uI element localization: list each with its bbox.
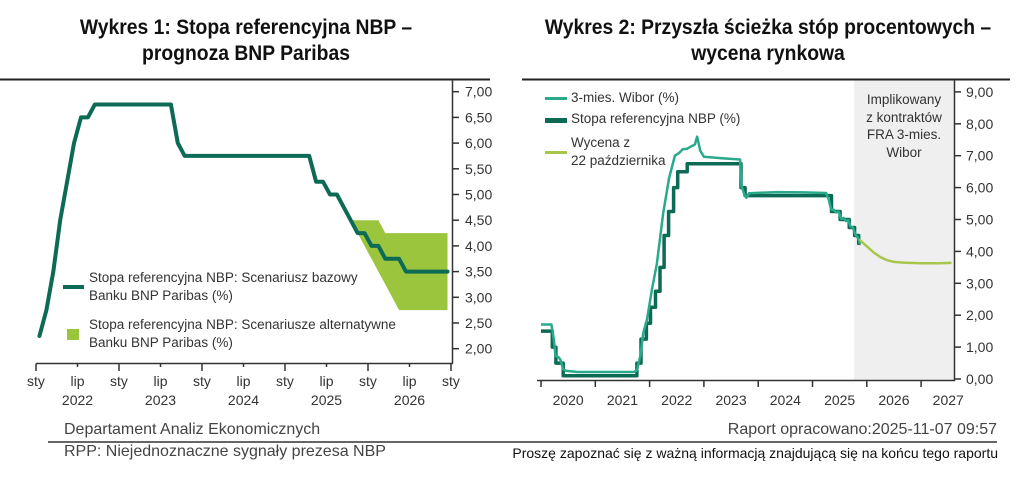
- chart1-year-label: 2024: [228, 392, 259, 408]
- chart2-year-label: 2022: [661, 392, 692, 408]
- chart1-x-tick-label: lip: [70, 373, 84, 389]
- chart2-year-label: 2020: [553, 392, 584, 408]
- chart1-year-label: 2025: [311, 392, 342, 408]
- chart2-y-tick-label: 1,00: [966, 339, 993, 355]
- chart1-title-line2: prognoza BNP Paribas: [142, 42, 350, 65]
- chart2-legend-item-wibor: 3-mies. Wibor (%): [571, 89, 679, 107]
- annotation-line: z kontraktów: [866, 109, 942, 125]
- chart1-base-scenario-line: [37, 102, 450, 338]
- chart2-y-tick-label: 0,00: [966, 371, 993, 387]
- legend-label: Wycena z: [571, 135, 631, 150]
- legend-label: 3-mies. Wibor (%): [571, 90, 680, 105]
- chart1-year-label: 2022: [62, 392, 93, 408]
- chart1-y-tick-label: 4,00: [465, 238, 492, 254]
- legend-line-icon: [545, 118, 567, 123]
- footer-divider: [48, 441, 997, 443]
- chart1-x-tick-label: lip: [236, 373, 250, 389]
- chart1-y-tick-label: 3,00: [465, 289, 492, 305]
- chart1-y-tick-label: 6,00: [465, 135, 492, 151]
- chart2-title-line2: wycena rynkowa: [691, 42, 845, 65]
- chart2-y-tick-label: 2,00: [966, 307, 993, 323]
- chart1-alternative-scenarios-band: [350, 220, 448, 311]
- chart1-x-tick-label: sty: [276, 373, 294, 389]
- chart2-y-tick-label: 6,00: [966, 180, 993, 196]
- chart1-x-tick-label: sty: [27, 373, 45, 389]
- chart2-year-label: 2027: [933, 392, 964, 408]
- chart2-wibor-line: [541, 135, 862, 374]
- chart1-y-tick-label: 4,50: [465, 212, 492, 228]
- chart2-year-label: 2023: [715, 392, 746, 408]
- chart1-y-tick-label: 2,50: [465, 315, 492, 331]
- chart2-title-line1: Wykres 2: Przyszła ścieżka stóp procento…: [544, 16, 992, 39]
- chart2-y-tick-label: 9,00: [966, 84, 993, 100]
- chart2-forecast-shade: [854, 80, 954, 380]
- chart1-y-tick-label: 2,00: [465, 341, 492, 357]
- legend-line-icon: [63, 285, 84, 289]
- chart2-ref-rate-line: [541, 161, 861, 378]
- legend-line-icon: [545, 96, 567, 100]
- footer-report-title: RPP: Niejednoznaczne sygnały prezesa NBP: [64, 443, 386, 460]
- chart2-y-tick-label: 3,00: [966, 275, 993, 291]
- legend-label: Banku BNP Paribas (%): [89, 288, 233, 303]
- forecast-region-label: Implikowany z kontraktów FRA 3-mies. Wib…: [854, 91, 954, 161]
- chart1-y-tick-label: 7,00: [465, 84, 492, 100]
- chart2-legend-item-ref-rate: Stopa referencyjna NBP (%): [571, 110, 740, 128]
- chart1-y-tick-label: 5,00: [465, 187, 492, 203]
- annotation-line: Wibor: [886, 144, 922, 160]
- chart2-y-tick-label: 5,00: [966, 212, 993, 228]
- chart2-legend-item-pricing: Wycena z 22 października: [571, 134, 666, 170]
- chart1-title-line1: Wykres 1: Stopa referencyjna NBP –: [79, 16, 413, 39]
- chart1-x-tick-label: lip: [319, 373, 333, 389]
- legend-line-icon: [545, 150, 567, 154]
- footer-report-date: Raport opracowano:2025-11-07 09:57: [727, 421, 997, 438]
- footer-disclaimer: Proszę zapoznać się z ważną informacją z…: [512, 445, 998, 461]
- chart1-year-label: 2023: [145, 392, 176, 408]
- chart1-x-tick-label: sty: [110, 373, 128, 389]
- chart2-year-label: 2025: [824, 392, 855, 408]
- chart1-legend-item-base: Stopa referencyjna NBP: Scenariusz bazow…: [89, 269, 358, 305]
- chart1-year-label: 2026: [394, 392, 425, 408]
- annotation-line: Implikowany: [866, 92, 942, 107]
- legend-square-icon: [67, 329, 79, 340]
- chart1-y-tick-label: 3,50: [465, 264, 492, 280]
- chart1-x-tick-label: sty: [193, 373, 211, 389]
- chart1-x-tick-label: sty: [359, 373, 377, 389]
- chart2-year-label: 2026: [878, 392, 909, 408]
- chart1-y-tick-label: 6,50: [465, 109, 492, 125]
- annotation-line: FRA 3-mies.: [866, 127, 942, 142]
- chart2-y-tick-label: 8,00: [966, 116, 993, 132]
- legend-label: Stopa referencyjna NBP (%): [571, 111, 741, 126]
- chart2-y-tick-label: 7,00: [966, 148, 993, 164]
- legend-label: Stopa referencyjna NBP: Scenariusz bazow…: [89, 270, 358, 285]
- chart1-title: Wykres 1: Stopa referencyjna NBP – progn…: [46, 15, 446, 67]
- legend-label: Stopa referencyjna NBP: Scenariusze alte…: [89, 317, 396, 332]
- chart2-market-pricing-line: [858, 238, 952, 265]
- chart1-y-tick-label: 5,50: [465, 161, 492, 177]
- chart1-x-tick-label: lip: [402, 373, 416, 389]
- chart2-y-tick-label: 4,00: [966, 243, 993, 259]
- chart2-year-label: 2024: [770, 392, 801, 408]
- footer-department: Departament Analiz Ekonomicznych: [64, 421, 321, 438]
- chart2-year-label: 2021: [607, 392, 638, 408]
- chart1-x-tick-label: lip: [153, 373, 167, 389]
- chart1-x-tick-label: sty: [442, 373, 460, 389]
- chart1-legend-item-alternative: Stopa referencyjna NBP: Scenariusze alte…: [89, 316, 396, 352]
- chart2-title: Wykres 2: Przyszła ścieżka stóp procento…: [518, 15, 1018, 67]
- legend-label: 22 października: [571, 153, 666, 168]
- legend-label: Banku BNP Paribas (%): [89, 335, 233, 350]
